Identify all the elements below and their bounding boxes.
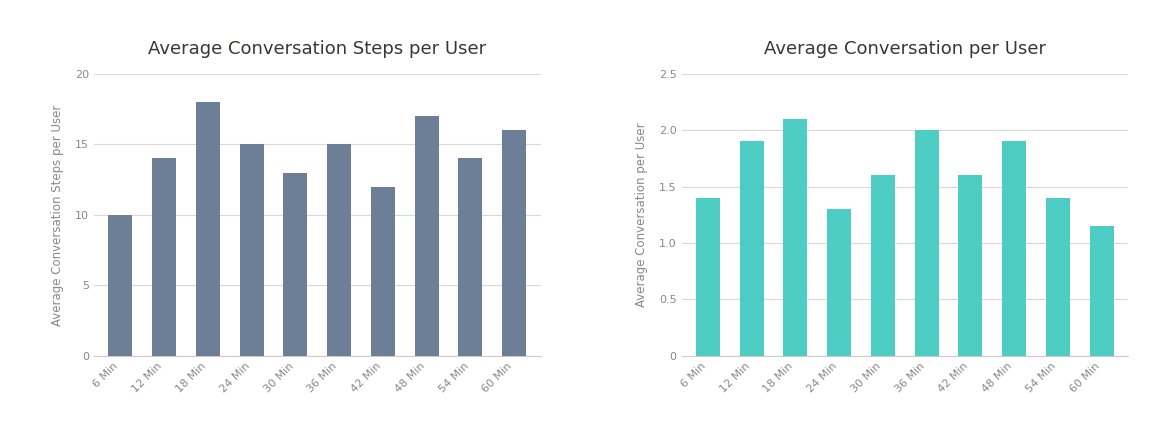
Bar (1089, 226, 1114, 356)
Bar (784, 119, 807, 356)
Y-axis label: Average Conversation per User: Average Conversation per User (634, 122, 647, 307)
Bar (1002, 141, 1026, 356)
Bar (240, 144, 263, 356)
Bar (1046, 198, 1070, 356)
Bar (502, 130, 526, 356)
Title: Average Conversation per User: Average Conversation per User (764, 40, 1046, 58)
Bar (283, 172, 308, 356)
Bar (415, 116, 438, 356)
Bar (914, 130, 939, 356)
Bar (739, 141, 764, 356)
Bar (152, 158, 176, 356)
Y-axis label: Average Conversation Steps per User: Average Conversation Steps per User (51, 104, 63, 326)
Bar (371, 187, 395, 356)
Bar (827, 209, 851, 356)
Bar (871, 175, 895, 356)
Bar (196, 102, 220, 356)
Title: Average Conversation Steps per User: Average Conversation Steps per User (148, 40, 486, 58)
Bar (458, 158, 483, 356)
Bar (959, 175, 982, 356)
Bar (696, 198, 720, 356)
Bar (327, 144, 351, 356)
Bar (108, 215, 133, 356)
